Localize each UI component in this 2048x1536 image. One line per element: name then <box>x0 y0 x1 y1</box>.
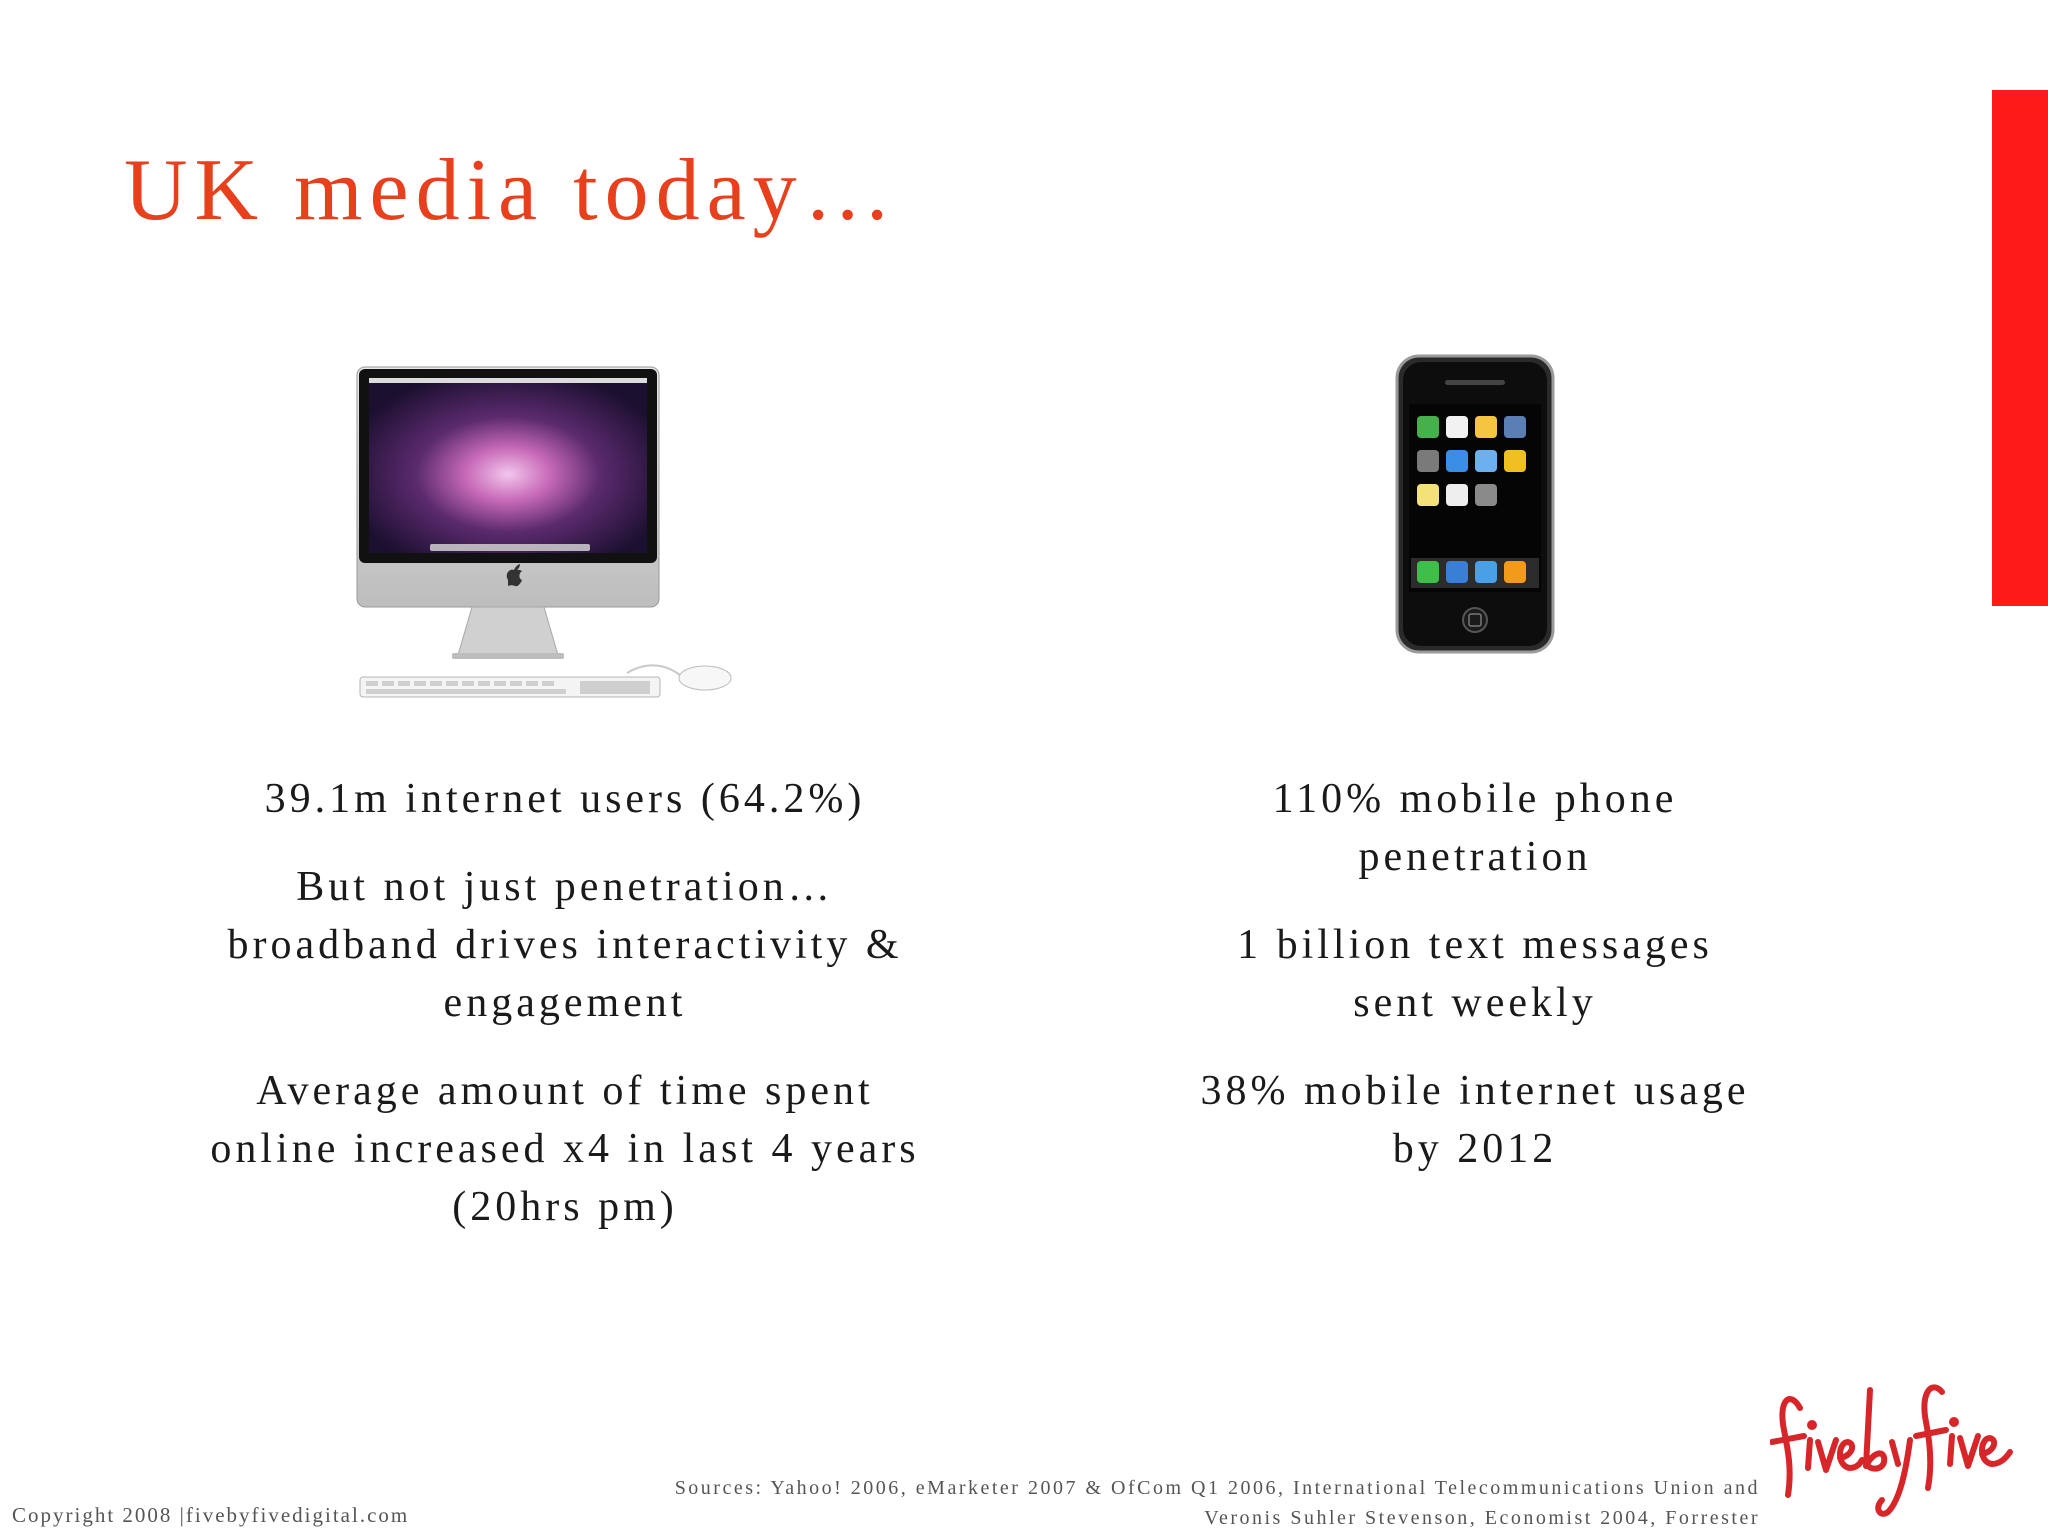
sources-footnote: Sources: Yahoo! 2006, eMarketer 2007 & O… <box>500 1473 1760 1533</box>
text-line: 110% mobile phone <box>1272 776 1678 822</box>
text-line: penetration <box>1358 834 1592 880</box>
text-line: 1 billion text messages <box>1237 922 1713 968</box>
text-line: But not just penetration… <box>296 864 834 910</box>
fivebyfive-logo <box>1769 1370 2015 1520</box>
stat-text-messages: 1 billion text messages sent weekly <box>1130 916 1820 1032</box>
text-line: broadband drives interactivity & <box>227 922 903 968</box>
right-column-text: 110% mobile phone penetration 1 billion … <box>1130 770 1820 1208</box>
text-line: 38% mobile internet usage <box>1200 1068 1750 1114</box>
text-line: engagement <box>443 980 687 1026</box>
stat-broadband: But not just penetration… broadband driv… <box>150 858 980 1032</box>
sources-line: Sources: Yahoo! 2006, eMarketer 2007 & O… <box>674 1477 1760 1499</box>
left-column-text: 39.1m internet users (64.2%) But not jus… <box>150 770 980 1266</box>
stat-mobile-penetration: 110% mobile phone penetration <box>1130 770 1820 886</box>
stat-internet-users: 39.1m internet users (64.2%) <box>150 770 980 828</box>
accent-bar <box>1992 90 2048 606</box>
text-line: by 2012 <box>1392 1126 1558 1172</box>
copyright-text: Copyright 2008 |fivebyfivedigital.com <box>12 1503 410 1527</box>
stat-time-online: Average amount of time spent online incr… <box>150 1062 980 1236</box>
slide-title: UK media today… <box>124 142 899 239</box>
text-line: 39.1m internet users (64.2%) <box>264 776 866 822</box>
text-line: Average amount of time spent <box>256 1068 874 1114</box>
sources-line: Veronis Suhler Stevenson, Economist 2004… <box>1204 1507 1760 1529</box>
iphone-icon <box>1385 352 1565 664</box>
text-line: online increased x4 in last 4 years <box>210 1126 920 1172</box>
text-line: sent weekly <box>1353 980 1597 1026</box>
imac-computer-icon <box>340 355 780 705</box>
stat-mobile-internet: 38% mobile internet usage by 2012 <box>1130 1062 1820 1178</box>
text-line: (20hrs pm) <box>452 1184 678 1230</box>
